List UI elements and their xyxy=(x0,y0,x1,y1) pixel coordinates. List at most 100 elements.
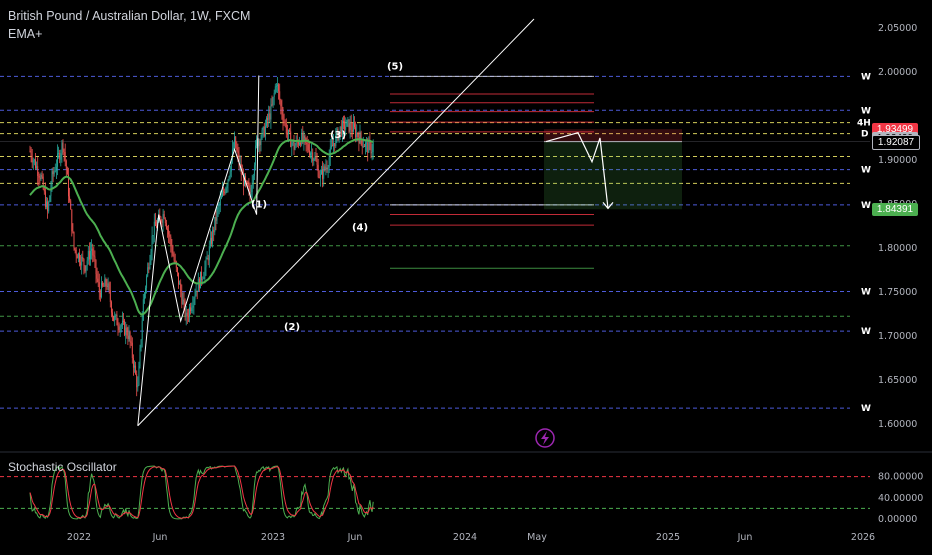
candle-body xyxy=(68,174,69,197)
candle-body xyxy=(156,225,157,228)
candle-body xyxy=(129,331,131,342)
candle-body xyxy=(269,113,271,120)
candle-body xyxy=(365,142,366,147)
candle-body xyxy=(150,251,152,261)
candle-body xyxy=(317,164,319,177)
candle-body xyxy=(283,121,285,123)
candle-body xyxy=(170,236,172,245)
candle-body xyxy=(65,160,67,170)
candle-body xyxy=(73,232,75,249)
wave-label: (4) xyxy=(352,222,368,233)
candle-body xyxy=(121,320,123,326)
candle-body xyxy=(51,171,53,188)
level-label: 4H xyxy=(857,119,871,129)
candle-body xyxy=(44,191,46,207)
candle-body xyxy=(33,159,35,161)
candle-body xyxy=(333,142,335,146)
candle-body xyxy=(251,182,253,193)
candle-body xyxy=(82,256,84,260)
candle-body xyxy=(343,120,344,122)
candle-body xyxy=(93,255,95,257)
x-tick-label: Jun xyxy=(152,532,168,543)
candle-body xyxy=(318,176,320,178)
candle-body xyxy=(308,150,310,156)
candle-body xyxy=(201,271,203,281)
candle-body xyxy=(247,181,249,186)
candle-body xyxy=(330,145,332,148)
candle-body xyxy=(135,365,137,375)
candle-body xyxy=(332,145,333,147)
candle-body xyxy=(86,260,88,266)
candle-body xyxy=(178,272,179,285)
candle-body xyxy=(237,150,239,154)
candle-body xyxy=(109,290,111,302)
candle-body xyxy=(372,141,374,152)
candle-body xyxy=(39,177,41,180)
candle-body xyxy=(169,234,171,237)
candle-body xyxy=(171,244,173,254)
candle-body xyxy=(212,229,214,244)
candle-body xyxy=(179,283,181,285)
candle-body xyxy=(292,140,294,143)
candle-body xyxy=(58,152,60,154)
candle-body xyxy=(162,214,164,223)
candle-body xyxy=(291,142,293,148)
candle-body xyxy=(277,84,278,86)
candle-body xyxy=(47,201,49,212)
candle-body xyxy=(223,191,225,193)
candle-body xyxy=(311,152,313,154)
candle-body xyxy=(360,132,362,140)
candle-body xyxy=(95,259,97,274)
candle-body xyxy=(253,165,255,176)
candle-body xyxy=(70,200,72,210)
candle-body xyxy=(238,153,240,165)
candle-body xyxy=(310,153,311,156)
candle-body xyxy=(233,148,234,150)
candle-body xyxy=(216,209,218,221)
candle-body xyxy=(234,136,236,149)
candle-body xyxy=(105,279,107,287)
candle-body xyxy=(42,176,44,189)
candle-body xyxy=(245,175,247,182)
candle-body xyxy=(226,185,228,189)
osc-tick-label: 40.00000 xyxy=(878,493,923,504)
candle-body xyxy=(222,191,223,197)
candle-body xyxy=(322,170,324,179)
candle-body xyxy=(191,307,193,311)
candle-body xyxy=(180,283,182,293)
candle-body xyxy=(218,204,220,207)
candle-body xyxy=(261,129,263,139)
candle-body xyxy=(187,316,189,318)
candle-body xyxy=(139,348,141,367)
stoch-d-line xyxy=(29,465,374,519)
candle-body xyxy=(266,117,267,126)
candle-body xyxy=(288,129,289,135)
candle-body xyxy=(284,121,286,124)
candle-body xyxy=(119,326,121,330)
candle-body xyxy=(106,286,108,288)
candle-body xyxy=(132,358,134,368)
candle-body xyxy=(335,134,337,147)
candle-body xyxy=(173,255,175,261)
candle-body xyxy=(55,166,57,171)
candle-body xyxy=(329,147,331,158)
candle-body xyxy=(337,129,339,140)
candle-body xyxy=(153,221,155,236)
candle-body xyxy=(189,307,190,317)
candle-body xyxy=(63,149,65,153)
candle-body xyxy=(48,201,50,212)
candle-body xyxy=(90,250,91,260)
candle-body xyxy=(137,385,139,388)
candle-body xyxy=(92,248,94,256)
candle-body xyxy=(151,235,153,252)
candle-body xyxy=(307,144,309,151)
candle-body xyxy=(339,126,341,132)
candle-body xyxy=(84,265,86,272)
candle-body xyxy=(355,127,357,138)
stop-zone xyxy=(544,129,682,142)
candle-body xyxy=(268,113,270,121)
candle-body xyxy=(301,132,303,145)
wave-label: (3) xyxy=(330,130,346,141)
